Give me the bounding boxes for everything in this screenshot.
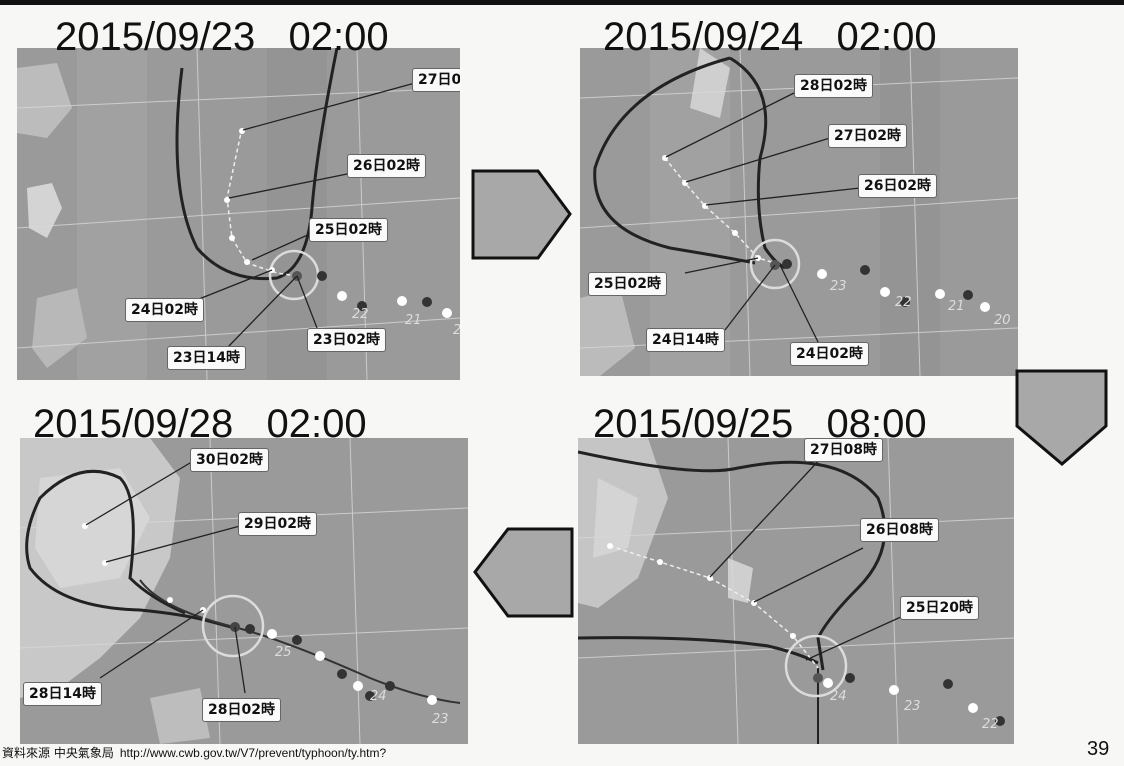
- track-number: 21: [405, 313, 422, 328]
- time-label: 30日02時: [190, 448, 269, 472]
- time-label: 28日14時: [23, 682, 102, 706]
- track-number: 24: [370, 689, 387, 704]
- top-rule: [0, 0, 1124, 5]
- panel4-map-graphic: 24 23 22: [578, 438, 1014, 744]
- panel4-map: 24 23 22 27日08時 26日08時 25日20時: [578, 438, 1014, 744]
- arrow-right-icon: [471, 169, 572, 260]
- track-envelope: [175, 48, 339, 281]
- track-number: 22: [352, 307, 369, 322]
- track-number: 25: [275, 645, 292, 660]
- time-label: 28日02時: [202, 698, 281, 722]
- time-label: 27日08時: [804, 438, 883, 462]
- time-label: 25日02時: [309, 218, 388, 242]
- track-number: 21: [948, 299, 965, 314]
- time-label: 29日02時: [238, 512, 317, 536]
- time-label: 23日14時: [167, 346, 246, 370]
- track-number: 23: [830, 279, 847, 294]
- arrow-down-icon: [1015, 369, 1108, 466]
- track-number: 22: [895, 295, 912, 310]
- time-label: 28日02時: [794, 74, 873, 98]
- source-note: 資料來源 中央氣象局 http://www.cwb.gov.tw/V7/preve…: [2, 744, 386, 761]
- panel2-map: 23 22 21 20 28日02時 27日02時 26日02時 25日02時 …: [580, 48, 1018, 376]
- page-number: 39: [1087, 738, 1110, 760]
- panel1-map-graphic: 22 21 20: [17, 48, 460, 380]
- time-label: 26日02時: [347, 154, 426, 178]
- time-label: 26日02時: [858, 174, 937, 198]
- time-label: 24日02時: [125, 298, 204, 322]
- time-label: 25日02時: [588, 272, 667, 296]
- panel2-datetime: 2015/09/24 02:00: [603, 15, 937, 59]
- time-label: 24日14時: [646, 328, 725, 352]
- panel3-datetime: 2015/09/28 02:00: [33, 402, 367, 446]
- panel3-map-graphic: 25 24 23: [20, 438, 468, 744]
- arrow-left-icon: [473, 527, 574, 618]
- taiwan-land: [27, 183, 62, 238]
- source-label: 資料來源 中央氣象局: [2, 746, 114, 760]
- track-number: 22: [982, 717, 999, 732]
- time-label: 24日02時: [790, 342, 869, 366]
- time-label: 25日20時: [900, 596, 979, 620]
- panel1-map: 22 21 20 27日0 26日02時 25日02時 24日02時 23日02…: [17, 48, 460, 380]
- time-label: 27日02時: [828, 124, 907, 148]
- panel1-datetime: 2015/09/23 02:00: [55, 15, 389, 59]
- track-number: 23: [432, 712, 449, 727]
- panel4-datetime: 2015/09/25 08:00: [593, 402, 927, 446]
- track-number: 24: [830, 689, 847, 704]
- panel2-map-graphic: 23 22 21 20: [580, 48, 1018, 376]
- time-label: 26日08時: [860, 518, 939, 542]
- track-number: 20: [453, 323, 460, 338]
- time-label: 23日02時: [307, 328, 386, 352]
- source-url[interactable]: http://www.cwb.gov.tw/V7/prevent/typhoon…: [119, 746, 387, 760]
- track-number: 20: [994, 313, 1011, 328]
- panel3-map: 25 24 23 30日02時 29日02時 28日14時 28日02時: [20, 438, 468, 744]
- track-number: 23: [904, 699, 921, 714]
- time-label: 27日0: [412, 68, 460, 92]
